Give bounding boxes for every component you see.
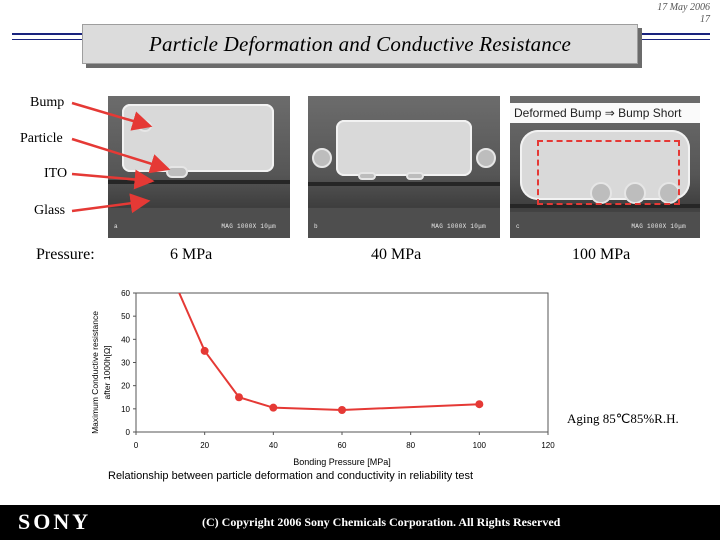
y-tick-label: 60 — [121, 289, 130, 298]
x-tick-label: 60 — [338, 441, 347, 450]
footer-bar — [0, 505, 720, 540]
micrograph-scale: MAG 1000X 10μm — [221, 223, 276, 230]
pressure-100mpa: 100 MPa — [572, 246, 631, 263]
pressure-label: Pressure: — [36, 246, 95, 263]
micrograph-scale: MAG 1000X 10μm — [431, 223, 486, 230]
header-rule-left-1 — [12, 33, 82, 35]
header-rule-right-2 — [638, 39, 710, 40]
micrograph-tag: c — [516, 223, 520, 230]
y-tick-label: 30 — [121, 359, 130, 368]
deformed-bump-label: Deformed Bump ⇒ Bump Short — [510, 103, 700, 123]
y-axis-label-line2: after 1000h[Ω] — [102, 345, 112, 399]
data-point — [338, 405, 346, 414]
x-axis-label: Bonding Pressure [MPa] — [293, 457, 391, 467]
slide-number: 17 — [700, 14, 710, 25]
arrow-bump — [71, 101, 153, 131]
x-tick-label: 100 — [473, 441, 487, 450]
x-tick-label: 80 — [406, 441, 415, 450]
micrograph-tag: b — [314, 223, 318, 230]
y-tick-label: 0 — [126, 428, 131, 437]
micrograph-6mpa: a MAG 1000X 10μm — [108, 96, 290, 238]
pressure-40mpa: 40 MPa — [371, 246, 422, 263]
arrow-glass — [71, 193, 151, 214]
chart-caption: Relationship between particle deformatio… — [108, 470, 474, 482]
arrow-ito — [71, 169, 155, 190]
data-point — [235, 393, 243, 402]
micrograph-40mpa: b MAG 1000X 10μm — [308, 96, 500, 238]
data-point — [475, 400, 484, 409]
aging-annotation: Aging 85℃85%R.H. — [567, 411, 679, 426]
label-glass: Glass — [34, 203, 66, 218]
micrograph-scale: MAG 1000X 10μm — [631, 223, 686, 230]
copyright-text: (C) Copyright 2006 Sony Chemicals Corpor… — [202, 515, 561, 529]
header-rule-right-1 — [638, 33, 710, 35]
x-tick-label: 120 — [541, 441, 555, 450]
pressure-6mpa: 6 MPa — [170, 246, 213, 263]
y-tick-label: 10 — [121, 405, 130, 414]
micrograph-tag: a — [114, 223, 118, 230]
y-axis-label-line1: Maximum Conductive resistance — [90, 311, 100, 434]
header-rule-left-2 — [12, 39, 82, 40]
x-tick-label: 0 — [134, 441, 139, 450]
data-point — [269, 403, 278, 412]
sony-logo: SONY — [18, 509, 92, 534]
y-tick-label: 20 — [121, 382, 130, 391]
slide-date: 17 May 2006 — [657, 2, 710, 13]
data-point — [200, 346, 209, 355]
x-tick-label: 40 — [269, 441, 278, 450]
label-bump: Bump — [30, 95, 65, 110]
x-tick-label: 20 — [200, 441, 209, 450]
y-tick-label: 40 — [121, 335, 130, 344]
label-particle: Particle — [20, 131, 63, 146]
bump-short-highlight — [537, 140, 680, 205]
page-title: Particle Deformation and Conductive Resi… — [82, 24, 638, 64]
y-tick-label: 50 — [121, 312, 130, 321]
label-ito: ITO — [44, 166, 68, 181]
series-line — [178, 293, 480, 411]
arrow-particle — [71, 137, 171, 174]
